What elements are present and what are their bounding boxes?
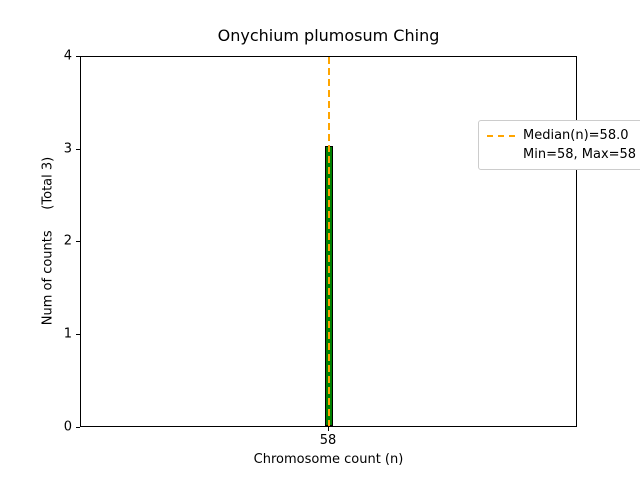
plot-area: Median(n)=58.0 Min=58, Max=58	[80, 56, 640, 427]
y-tick-label-0: 0	[63, 419, 72, 435]
legend-label-minmax: Min=58, Max=58	[523, 147, 637, 162]
y-tick-mark	[76, 56, 80, 57]
legend: Median(n)=58.0 Min=58, Max=58	[478, 120, 640, 170]
y-tick-label-4: 4	[63, 48, 72, 64]
y-tick-mark	[76, 241, 80, 242]
x-tick-label-58: 58	[319, 433, 337, 448]
x-tick-mark	[328, 427, 329, 431]
y-tick-label-1: 1	[63, 326, 72, 342]
median-line	[328, 57, 330, 426]
chart-title: Onychium plumosum Ching	[217, 26, 440, 45]
legend-entry-minmax: Min=58, Max=58	[487, 145, 640, 164]
y-tick-mark	[76, 149, 80, 150]
y-tick-label-2: 2	[63, 233, 72, 249]
y-tick-mark	[76, 427, 80, 428]
y-tick-mark	[76, 334, 80, 335]
y-axis-label: Num of counts (Total 3)	[40, 156, 56, 326]
legend-label-median: Median(n)=58.0	[523, 128, 629, 143]
dashed-line-icon	[487, 134, 515, 137]
y-tick-label-3: 3	[63, 141, 72, 157]
legend-entry-median: Median(n)=58.0	[487, 126, 640, 145]
x-axis-label: Chromosome count (n)	[253, 452, 404, 467]
